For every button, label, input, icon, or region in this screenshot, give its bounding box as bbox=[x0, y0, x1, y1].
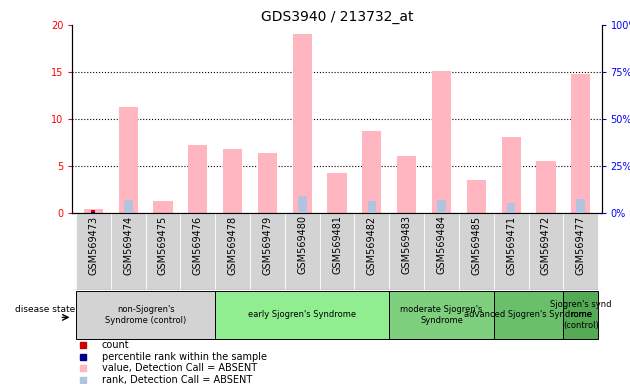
Bar bbox=[389, 213, 424, 290]
Text: GSM569484: GSM569484 bbox=[437, 215, 447, 275]
Bar bbox=[76, 291, 215, 339]
Bar bbox=[91, 212, 95, 213]
Bar bbox=[118, 107, 138, 213]
Bar bbox=[424, 213, 459, 290]
Bar bbox=[153, 201, 173, 213]
Bar bbox=[250, 213, 285, 290]
Bar bbox=[84, 209, 103, 213]
Text: GSM569485: GSM569485 bbox=[471, 215, 481, 275]
Bar bbox=[258, 153, 277, 213]
Text: GSM569480: GSM569480 bbox=[297, 215, 307, 275]
Text: GSM569483: GSM569483 bbox=[402, 215, 411, 275]
Text: GSM569479: GSM569479 bbox=[263, 215, 272, 275]
Bar bbox=[494, 291, 563, 339]
Text: value, Detection Call = ABSENT: value, Detection Call = ABSENT bbox=[101, 363, 256, 373]
Bar bbox=[188, 146, 207, 213]
Text: GSM569482: GSM569482 bbox=[367, 215, 377, 275]
Bar bbox=[111, 213, 146, 290]
Bar bbox=[397, 156, 416, 213]
Title: GDS3940 / 213732_at: GDS3940 / 213732_at bbox=[261, 10, 413, 24]
Bar bbox=[328, 173, 347, 213]
Bar bbox=[298, 196, 307, 213]
Bar bbox=[146, 213, 180, 290]
Text: GSM569478: GSM569478 bbox=[227, 215, 238, 275]
Bar bbox=[507, 203, 515, 213]
Bar bbox=[223, 149, 242, 213]
Bar bbox=[124, 200, 132, 213]
Bar bbox=[319, 213, 355, 290]
Bar bbox=[576, 199, 585, 213]
Text: GSM569472: GSM569472 bbox=[541, 215, 551, 275]
Bar bbox=[293, 35, 312, 213]
Bar bbox=[437, 200, 446, 213]
Text: moderate Sjogren's
Syndrome: moderate Sjogren's Syndrome bbox=[400, 305, 483, 324]
Text: GSM569477: GSM569477 bbox=[576, 215, 586, 275]
Bar bbox=[536, 161, 556, 213]
Text: count: count bbox=[101, 340, 129, 350]
Bar bbox=[362, 131, 381, 213]
Text: percentile rank within the sample: percentile rank within the sample bbox=[101, 352, 266, 362]
Text: Sjogren's synd
rome
(control): Sjogren's synd rome (control) bbox=[550, 300, 612, 330]
Bar bbox=[389, 291, 494, 339]
Bar bbox=[459, 213, 494, 290]
Text: GSM569475: GSM569475 bbox=[158, 215, 168, 275]
Text: rank, Detection Call = ABSENT: rank, Detection Call = ABSENT bbox=[101, 374, 252, 384]
Bar bbox=[563, 291, 598, 339]
Bar bbox=[529, 213, 563, 290]
Text: non-Sjogren's
Syndrome (control): non-Sjogren's Syndrome (control) bbox=[105, 305, 186, 324]
Bar bbox=[180, 213, 215, 290]
Bar bbox=[215, 213, 250, 290]
Bar bbox=[501, 137, 521, 213]
Text: GSM569481: GSM569481 bbox=[332, 215, 342, 275]
Text: early Sjogren's Syndrome: early Sjogren's Syndrome bbox=[248, 310, 357, 319]
Bar bbox=[432, 71, 451, 213]
Bar bbox=[563, 213, 598, 290]
Bar bbox=[571, 74, 590, 213]
Bar bbox=[367, 202, 376, 213]
Text: GSM569474: GSM569474 bbox=[123, 215, 133, 275]
Bar bbox=[467, 180, 486, 213]
Bar bbox=[91, 210, 95, 213]
Bar bbox=[76, 213, 111, 290]
Text: GSM569471: GSM569471 bbox=[506, 215, 516, 275]
Bar bbox=[285, 213, 319, 290]
Bar bbox=[494, 213, 529, 290]
Text: disease state: disease state bbox=[14, 305, 75, 314]
Text: advanced Sjogren's Syndrome: advanced Sjogren's Syndrome bbox=[464, 310, 593, 319]
Bar bbox=[215, 291, 389, 339]
Bar bbox=[355, 213, 389, 290]
Text: GSM569473: GSM569473 bbox=[88, 215, 98, 275]
Text: GSM569476: GSM569476 bbox=[193, 215, 203, 275]
